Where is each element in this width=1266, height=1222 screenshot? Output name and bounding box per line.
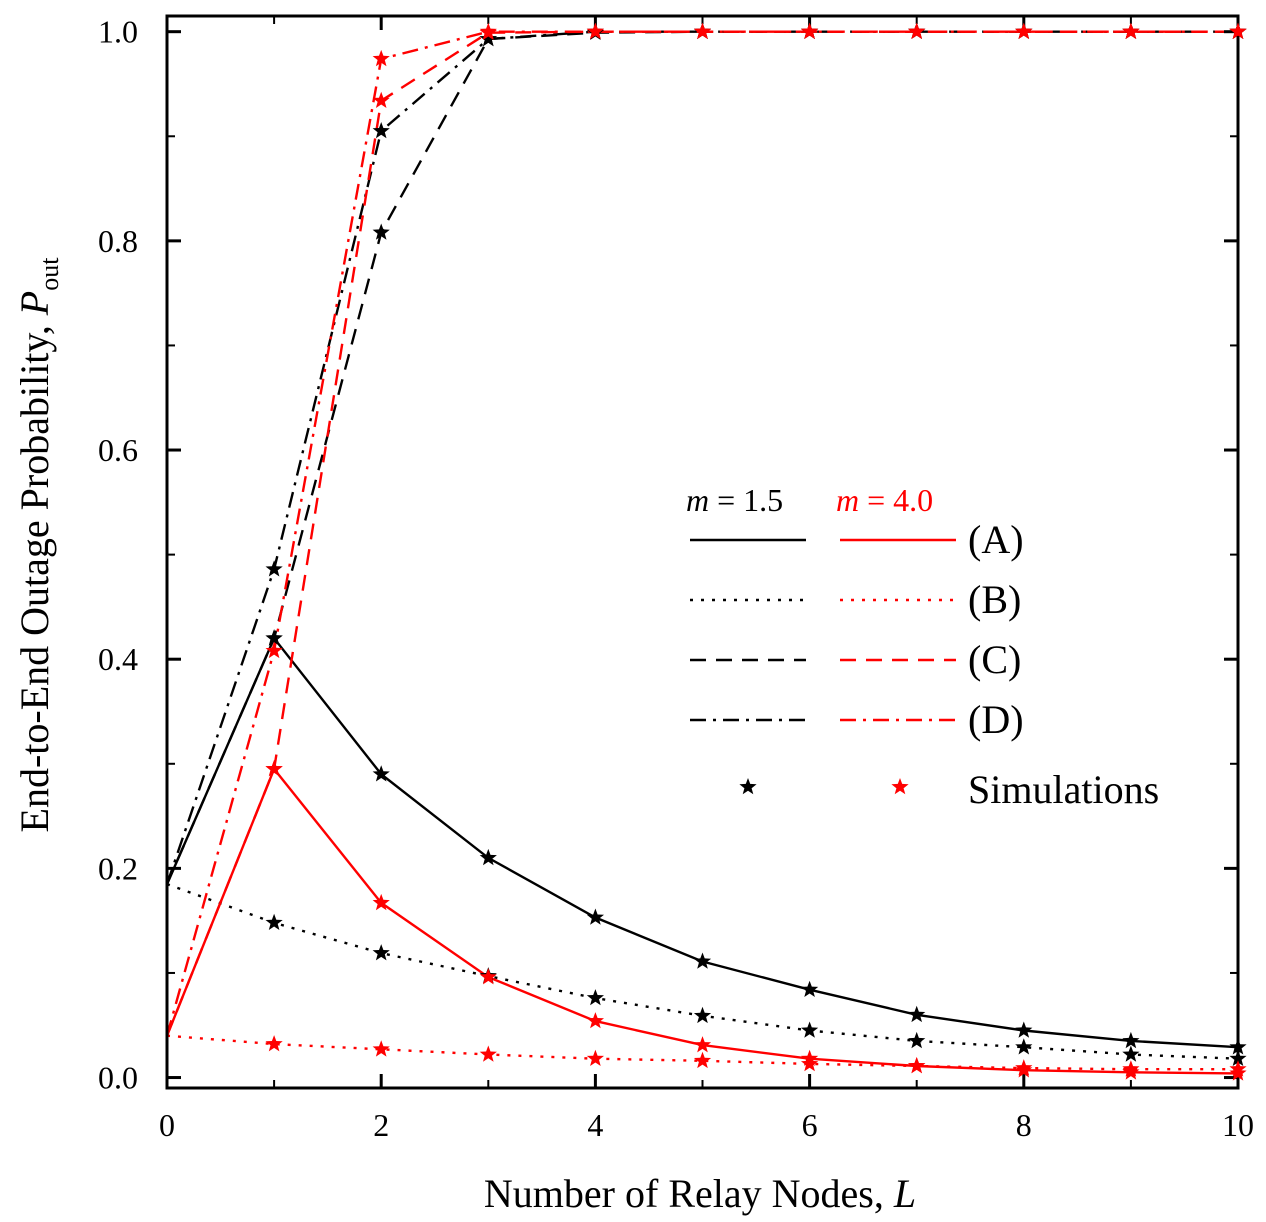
simulation-markers [265,22,1247,1081]
legend-header-m15: m = 1.5 [686,482,783,518]
simulation-star-marker [372,1040,390,1057]
simulation-star-marker [1122,1060,1140,1077]
legend-label-d: (D) [968,697,1024,742]
x-tick-label: 10 [1222,1107,1254,1143]
simulation-star-marker [265,641,283,659]
simulation-star-marker [479,1045,497,1062]
legend-header-m40: m = 4.0 [836,482,933,518]
legend-label-c: (C) [968,637,1021,682]
y-tick-label: 1.0 [98,14,138,50]
series-line-a-m15 [165,635,1239,1049]
simulation-star-marker [693,22,712,39]
simulation-star-marker [586,22,604,39]
simulation-star-marker [693,1036,712,1053]
x-tick-label: 8 [1016,1107,1032,1143]
y-axis-label: End-to-End Outage Probability, Pout [12,257,64,833]
x-tick-label: 2 [373,1107,389,1143]
x-tick-label: 6 [802,1107,818,1143]
simulation-star-marker [1229,22,1247,39]
legend-star-m15 [739,778,757,795]
simulation-star-marker [1015,1021,1033,1038]
simulation-star-marker [586,989,604,1006]
series-line-d-m40 [165,30,1238,1037]
simulation-star-marker [1015,22,1033,39]
simulation-star-marker [372,765,390,782]
plot-frame [165,14,1240,1090]
simulation-star-marker [586,1012,604,1029]
simulation-star-marker [908,1057,926,1074]
simulation-star-marker [265,913,283,930]
legend-samples [690,538,956,795]
series-layer [165,30,1239,1075]
series-line-d-m15 [165,30,1238,885]
y-tick-label: 0.2 [98,850,138,886]
simulation-star-marker [479,848,497,866]
legend: m = 1.5 m = 4.0 (A) (B) (C) (D) Simulati… [686,482,1159,812]
x-tick-label: 4 [587,1107,603,1143]
simulation-star-marker [693,1051,712,1069]
simulation-star-marker [693,952,712,969]
simulation-star-marker [908,1005,926,1023]
y-tick-label: 0.0 [98,1060,138,1096]
simulation-star-marker [372,223,390,240]
simulation-star-marker [1122,1045,1140,1062]
simulation-star-marker [372,49,390,67]
legend-label-a: (A) [968,517,1024,562]
axis-ticks: 0 2 4 6 8 10 0.0 0.2 0.4 0.6 0.8 1.0 [98,14,1254,1143]
series-line-b-m40 [166,1034,1238,1071]
simulation-star-marker [693,1006,712,1024]
y-tick-label: 0.4 [98,641,138,677]
x-tick-label: 0 [159,1107,175,1143]
y-tick-label: 0.6 [98,432,138,468]
legend-label-b: (B) [968,577,1021,622]
simulation-star-marker [801,1021,819,1038]
simulation-star-marker [801,980,819,997]
simulation-star-marker [265,1035,283,1052]
series-line-c-m15 [165,30,1238,885]
simulation-star-marker [1229,1038,1247,1055]
simulation-star-marker [801,1054,819,1072]
legend-star-m40 [891,778,909,795]
simulation-star-marker [908,1031,926,1049]
simulation-star-marker [479,22,497,39]
simulation-star-marker [479,968,497,985]
simulation-star-marker [908,22,926,39]
simulation-star-marker [372,122,390,139]
simulation-star-marker [1015,1059,1033,1076]
simulation-star-marker [372,944,390,961]
simulation-star-marker [372,91,390,108]
simulation-star-marker [265,629,283,646]
simulation-star-marker [1229,1049,1247,1066]
simulation-star-marker [265,760,283,777]
simulation-star-marker [586,908,604,925]
series-line-a-m40 [165,766,1239,1075]
series-line-c-m40 [165,30,1238,1037]
simulation-star-marker [1122,1031,1140,1049]
legend-label-simulations: Simulations [968,767,1159,812]
simulation-star-marker [1122,22,1140,39]
simulation-star-marker [265,560,283,577]
simulation-star-marker [479,30,497,47]
simulation-star-marker [372,893,390,911]
simulation-star-marker [586,1049,604,1066]
series-line-b-m15 [166,882,1239,1060]
x-axis-label: Number of Relay Nodes, L [484,1171,916,1216]
simulation-star-marker [1015,1038,1033,1055]
simulation-star-marker [801,22,819,39]
simulation-star-marker [1229,1060,1247,1077]
y-tick-label: 0.8 [98,223,138,259]
